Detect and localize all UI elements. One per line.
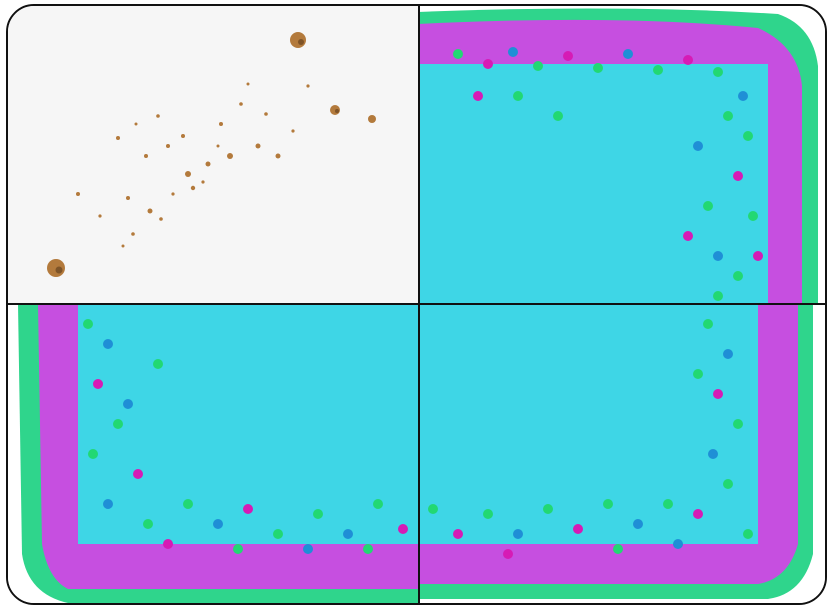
grid-divider-horizontal (8, 303, 825, 305)
cake-bottom-right-image (418, 304, 825, 603)
tile-top-left[interactable] (8, 6, 418, 304)
cake-bottom-left-image (8, 304, 418, 603)
tile-top-right[interactable] (418, 6, 825, 304)
puzzle-board (6, 4, 827, 605)
tile-bottom-left[interactable] (8, 304, 418, 603)
cake-top-right-image (418, 6, 825, 304)
tile-bottom-right[interactable] (418, 304, 825, 603)
cookie-crumb (47, 259, 65, 277)
grid-divider-vertical (418, 6, 420, 603)
cookie-crumb (290, 32, 306, 48)
cookie-crumbs-image (8, 6, 418, 304)
